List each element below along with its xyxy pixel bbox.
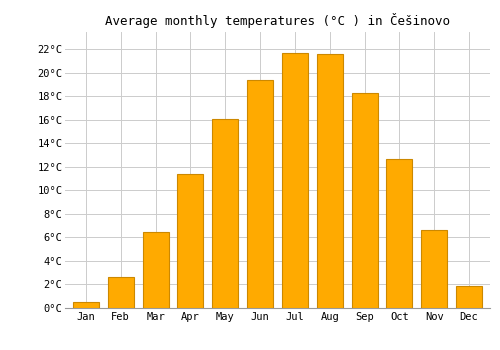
Bar xyxy=(386,159,412,308)
Title: Average monthly temperatures (°C ) in Češinovo: Average monthly temperatures (°C ) in Če… xyxy=(105,13,450,28)
Bar xyxy=(178,174,204,308)
Bar xyxy=(73,302,99,308)
Bar xyxy=(421,230,448,308)
Bar xyxy=(352,93,378,308)
Bar xyxy=(456,286,482,308)
Bar xyxy=(282,53,308,308)
Bar xyxy=(108,278,134,308)
Bar xyxy=(316,54,343,308)
Bar xyxy=(247,80,273,308)
Bar xyxy=(212,119,238,308)
Bar xyxy=(142,231,169,308)
